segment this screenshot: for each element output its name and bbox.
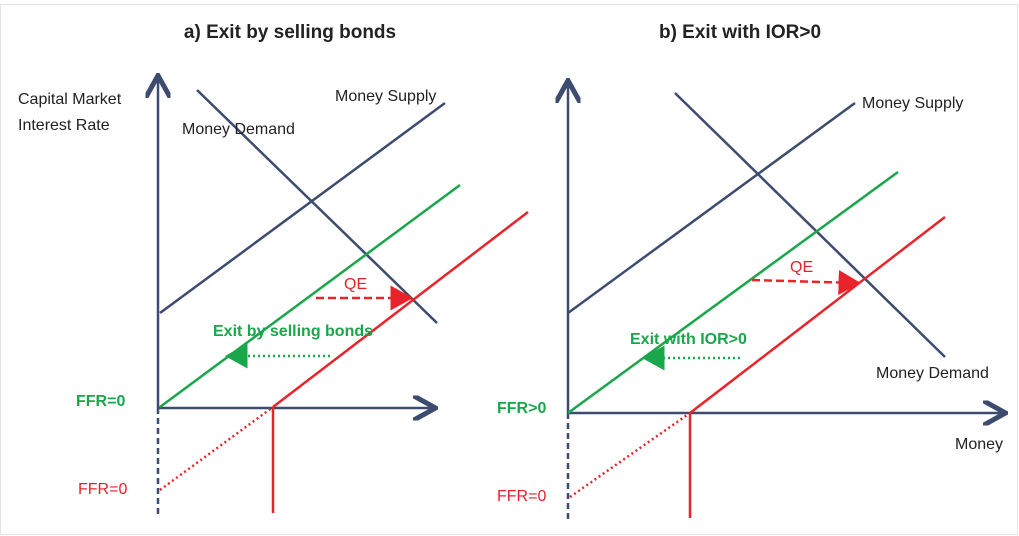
y-axis-label: Interest Rate	[18, 117, 110, 134]
panel-title: a) Exit by selling bonds	[184, 22, 396, 43]
ffr-green-label: FFR=0	[76, 393, 125, 410]
money-supply-label: Money Supply	[335, 88, 436, 105]
money-demand-line	[674, 92, 946, 358]
red-supply-line	[689, 216, 946, 414]
frame	[0, 4, 1018, 535]
red-dotted-line	[569, 411, 691, 499]
qe-arrow	[751, 270, 861, 295]
y-axis-label: Capital Market	[18, 91, 122, 108]
green-supply-line	[567, 170, 899, 415]
money-supply-label: Money Supply	[862, 95, 963, 112]
qe-label: QE	[344, 276, 367, 293]
exit-label: Exit by selling bonds	[213, 323, 373, 340]
money-demand-label: Money Demand	[182, 121, 295, 138]
exit-label: Exit with IOR>0	[630, 331, 747, 348]
qe-label: QE	[790, 259, 813, 276]
ffr-green-label: FFR>0	[497, 400, 546, 417]
ffr-red-label: FFR=0	[497, 488, 546, 505]
panel-a: a) Exit by selling bonds Capital Market …	[18, 22, 529, 515]
panel-b: b) Exit with IOR>0 Money Supply QE Exit …	[497, 22, 1003, 520]
money-demand-label: Money Demand	[876, 365, 989, 382]
money-supply-line	[567, 101, 856, 315]
money-supply-line	[159, 101, 446, 315]
red-dotted-line	[159, 405, 274, 492]
red-supply-line	[272, 211, 529, 408]
money-demand-line	[196, 89, 438, 324]
ffr-red-label: FFR=0	[78, 481, 127, 498]
panel-title: b) Exit with IOR>0	[659, 22, 821, 43]
x-axis-label: Money	[955, 436, 1003, 453]
green-supply-line	[159, 183, 461, 409]
